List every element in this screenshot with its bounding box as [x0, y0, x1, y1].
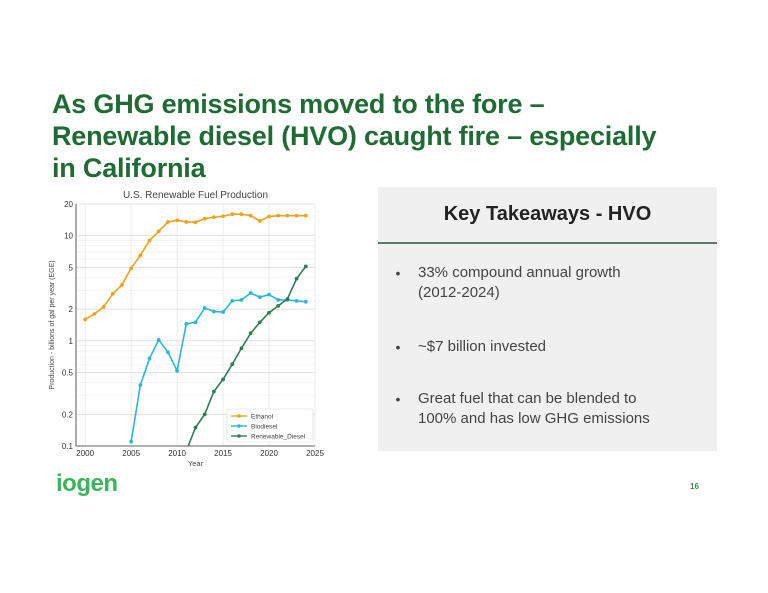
y-tick-label: 2 — [69, 305, 74, 314]
data-point — [211, 215, 216, 220]
data-point — [193, 220, 198, 225]
data-point — [175, 368, 180, 373]
x-tick-label: 2000 — [76, 449, 94, 458]
series-biodiesel — [129, 291, 308, 444]
iogen-logo: iogen — [56, 470, 118, 497]
page-number: 16 — [690, 482, 699, 491]
data-point — [221, 377, 225, 382]
data-point — [101, 305, 106, 309]
takeaway-item: • ~$7 billion invested — [378, 337, 717, 357]
data-point — [276, 303, 281, 308]
x-tick-label: 2015 — [214, 449, 232, 458]
chart-title: U.S. Renewable Fuel Production — [123, 190, 268, 201]
data-point — [230, 298, 235, 303]
data-point — [267, 310, 271, 315]
legend-label: Renewable_Diesel — [251, 434, 306, 441]
legend-marker — [237, 424, 241, 428]
renewable-fuel-chart: 2000 2005 2010 2015 2020 2025 0.1 0.2 0.5 1 2 5 10 20… — [40, 185, 340, 475]
x-tick-label: 2025 — [306, 449, 324, 458]
data-point — [202, 306, 207, 310]
chart-legend — [226, 408, 314, 443]
data-point — [267, 292, 271, 297]
series-ethanol — [83, 212, 308, 322]
legend-marker — [237, 414, 241, 418]
data-point — [303, 213, 308, 218]
y-tick-label: 10 — [64, 232, 73, 241]
data-point — [184, 321, 189, 326]
x-tick-label: 2010 — [168, 449, 186, 458]
data-point — [83, 317, 88, 322]
legend-label: Biodiesel — [251, 424, 278, 431]
data-point — [156, 229, 161, 234]
data-point — [166, 350, 170, 355]
data-point — [230, 212, 235, 217]
key-takeaways-panel: Key Takeaways - HVO • 33% compound annua… — [378, 187, 717, 451]
data-point — [248, 331, 253, 336]
data-point — [239, 212, 244, 217]
data-point — [193, 320, 198, 325]
data-point — [257, 295, 262, 300]
data-point — [175, 218, 180, 223]
data-point — [156, 338, 161, 342]
data-point — [147, 238, 152, 243]
data-point — [166, 220, 170, 224]
data-point — [138, 253, 143, 258]
x-axis-label: Year — [188, 459, 204, 468]
x-tick-label: 2005 — [122, 449, 140, 458]
data-point — [248, 291, 253, 295]
legend-label: Ethanol — [251, 414, 274, 421]
bullet-icon: • — [395, 339, 401, 355]
legend-marker — [237, 434, 241, 438]
y-tick-label: 20 — [64, 200, 73, 209]
data-point — [257, 219, 262, 223]
title-line: in California — [52, 153, 206, 183]
title-line: Renewable diesel (HVO) caught fire – esp… — [52, 121, 657, 151]
data-point — [110, 291, 115, 296]
data-point — [248, 213, 253, 218]
data-point — [267, 214, 271, 219]
bullet-icon: • — [395, 265, 401, 281]
y-tick-label: 0.2 — [62, 410, 74, 419]
data-point — [239, 346, 244, 351]
takeaway-item: • 33% compound annual growth (2012-2024) — [378, 263, 717, 303]
data-point — [239, 298, 244, 302]
data-point — [303, 299, 308, 304]
data-point — [138, 383, 143, 387]
takeaways-heading: Key Takeaways - HVO — [378, 187, 717, 244]
data-point — [230, 362, 235, 367]
data-point — [211, 309, 216, 314]
data-point — [147, 356, 152, 361]
data-point — [129, 439, 134, 444]
takeaway-item: • Great fuel that can be blended to 100% … — [378, 389, 717, 429]
slide-title: As GHG emissions moved to the fore – Ren… — [52, 88, 752, 184]
data-point — [257, 320, 262, 325]
x-tick-label: 2020 — [260, 449, 278, 458]
series-renewable_diesel — [187, 264, 308, 446]
y-tick-label: 5 — [69, 263, 74, 272]
data-point — [120, 283, 124, 287]
data-point — [92, 312, 97, 316]
data-point — [193, 425, 198, 430]
data-point — [202, 412, 207, 417]
y-axis-label: Production - billions of gal per year (E… — [49, 260, 56, 389]
data-point — [184, 220, 189, 224]
data-point — [221, 310, 225, 314]
data-point — [294, 276, 299, 281]
data-point — [294, 298, 299, 303]
data-point — [129, 266, 134, 271]
data-point — [303, 264, 308, 269]
bullet-icon: • — [395, 391, 401, 407]
data-point — [211, 389, 216, 394]
data-point — [276, 213, 281, 218]
data-point — [285, 213, 290, 218]
y-tick-label: 0.1 — [62, 442, 74, 451]
y-tick-label: 0.5 — [62, 368, 74, 377]
data-point — [202, 216, 207, 221]
y-tick-label: 1 — [69, 337, 74, 346]
data-point — [276, 298, 281, 302]
data-point — [285, 297, 290, 301]
data-point — [294, 213, 299, 218]
title-line: As GHG emissions moved to the fore – — [52, 89, 545, 119]
data-point — [221, 214, 225, 219]
